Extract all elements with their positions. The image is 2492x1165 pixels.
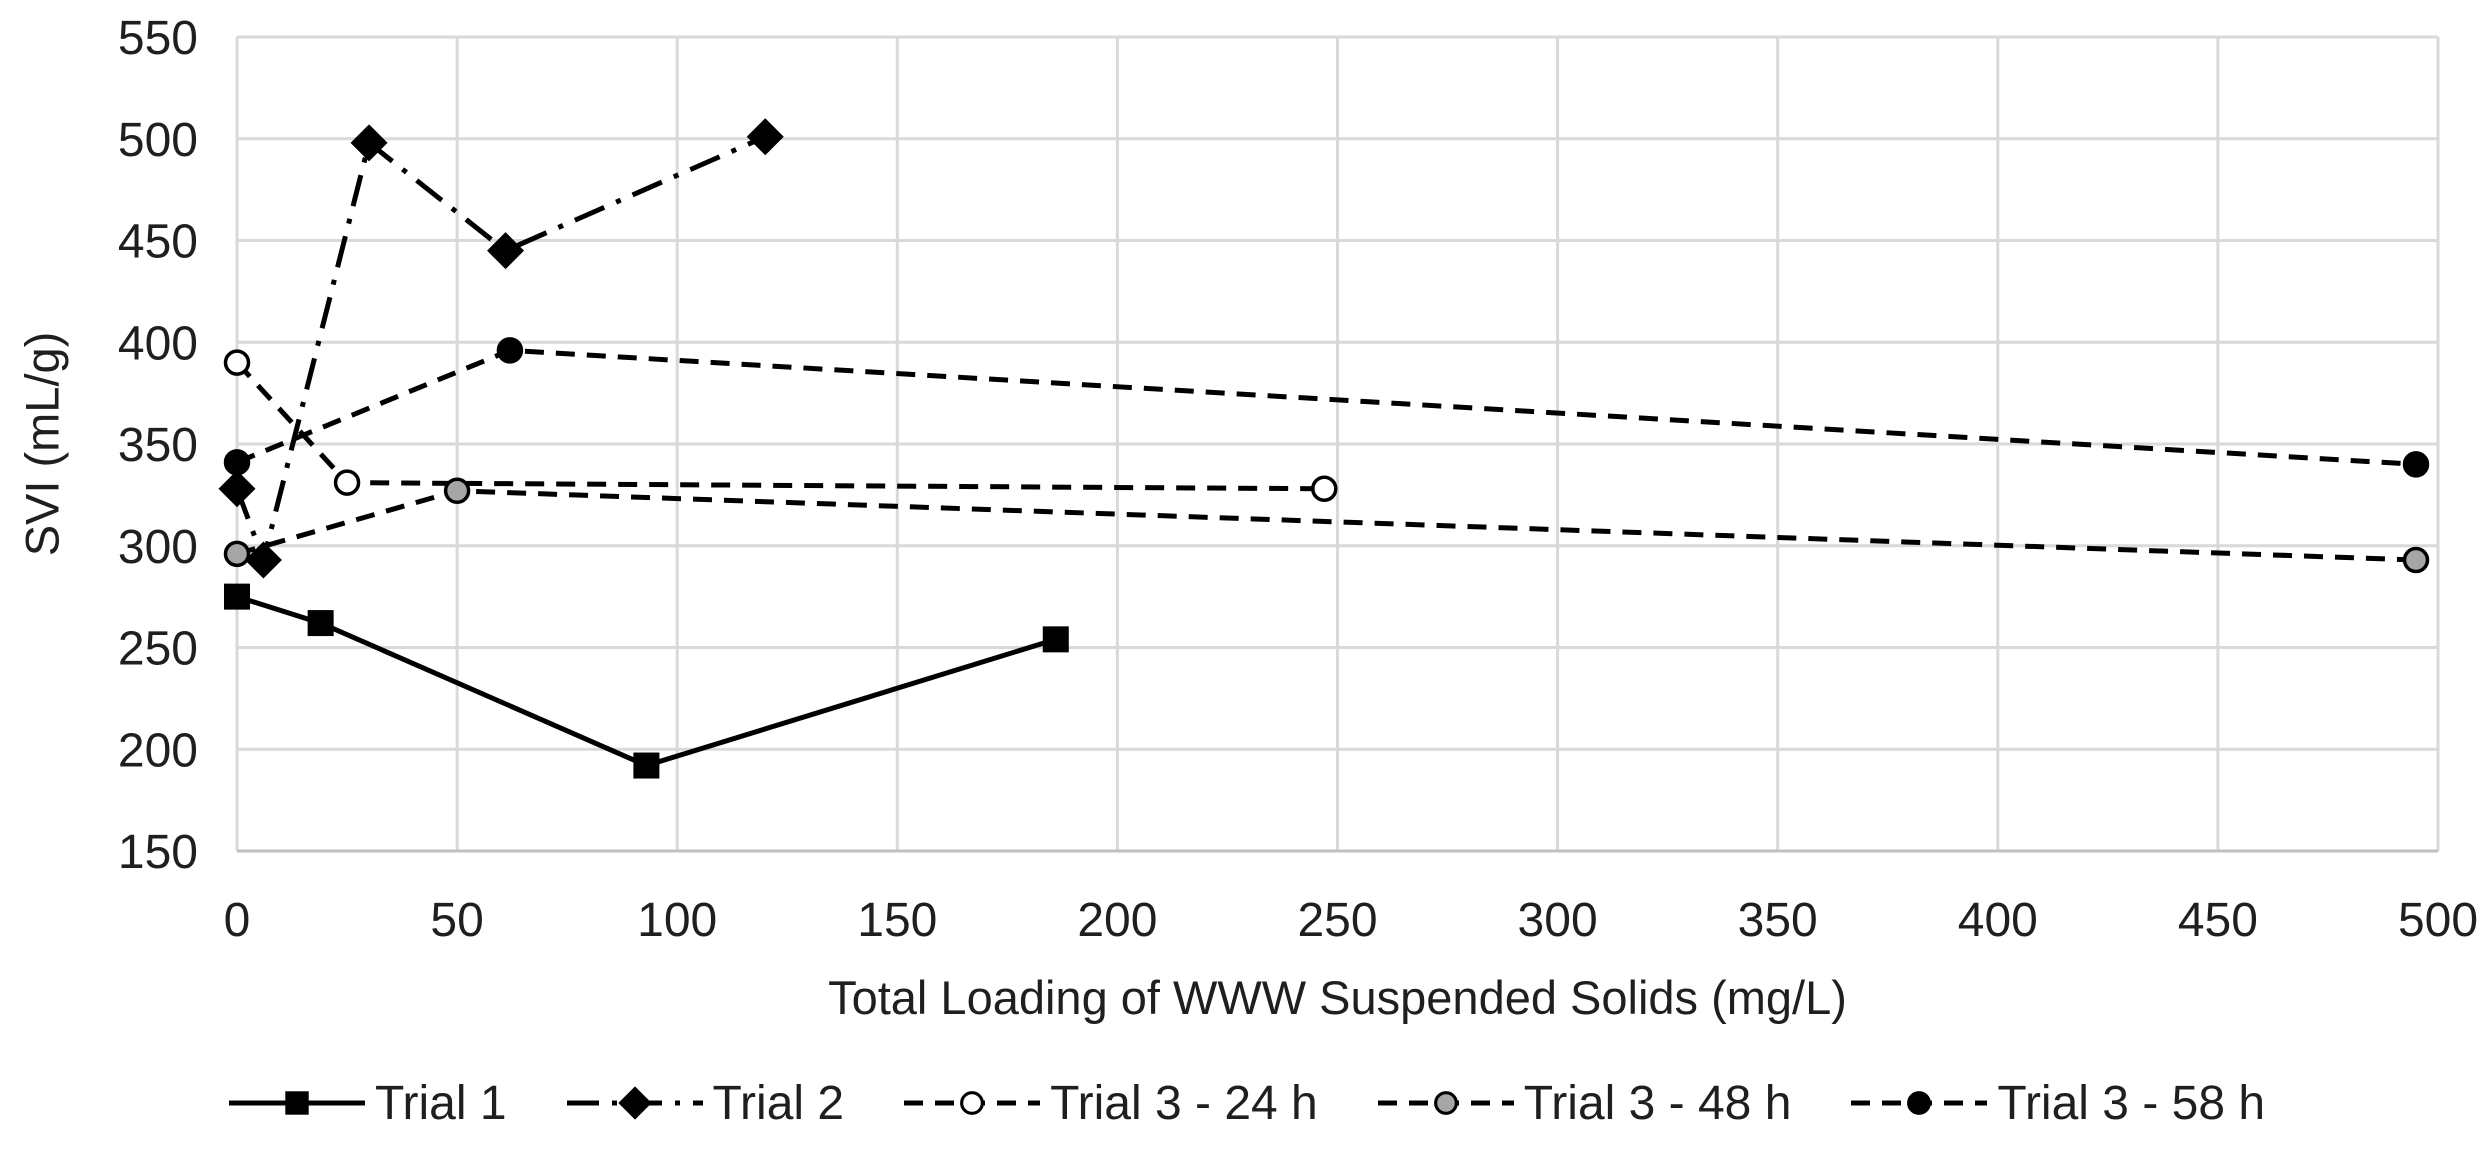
data-point-marker-square-filled bbox=[285, 1091, 309, 1115]
legend-key-circle-open bbox=[904, 1091, 1041, 1115]
data-point-marker-diamond-filled bbox=[350, 124, 388, 162]
x-tick-label: 50 bbox=[430, 894, 483, 947]
data-point-marker-circle-filled bbox=[2402, 451, 2430, 478]
data-point-marker-square-filled bbox=[1042, 626, 1069, 653]
data-point-marker-circle-gray bbox=[1433, 1091, 1458, 1115]
legend-label: Trial 3 - 24 h bbox=[1050, 1076, 1318, 1130]
y-tick-label: 500 bbox=[118, 114, 198, 167]
legend-key-circle-gray bbox=[1377, 1091, 1514, 1115]
legend-key-square-filled bbox=[228, 1091, 365, 1115]
x-tick-label: 300 bbox=[1518, 894, 1598, 947]
series-line-trial-3-58-h bbox=[236, 347, 2417, 467]
y-tick-label: 400 bbox=[118, 317, 198, 370]
data-point-marker-circle-open bbox=[960, 1091, 985, 1115]
data-point-marker-circle-open bbox=[333, 469, 361, 496]
plot-svg: 150 200 250 300 350 400 450 500 550 0 50 100 150 200 2… bbox=[118, 12, 2478, 947]
x-tick-label: 450 bbox=[2178, 894, 2258, 947]
legend-item-trial-2: Trial 2 bbox=[565, 1076, 845, 1131]
data-point-marker-diamond-filled bbox=[487, 232, 525, 270]
data-point-marker-circle-filled bbox=[496, 337, 524, 364]
x-tick-label: 250 bbox=[1297, 894, 1377, 947]
x-tick-label: 100 bbox=[637, 894, 717, 947]
legend-label: Trial 3 - 58 h bbox=[1997, 1076, 2266, 1130]
series-line-trial-3-24-h bbox=[235, 360, 1325, 492]
data-point-marker-circle-filled bbox=[1907, 1091, 1932, 1115]
data-point-marker-diamond-filled bbox=[617, 1086, 652, 1120]
x-tick-label: 150 bbox=[857, 894, 937, 947]
data-point-marker-square-filled bbox=[633, 752, 660, 779]
data-point-marker-circle-filled bbox=[223, 449, 251, 476]
y-tick-label: 150 bbox=[118, 826, 198, 879]
series-markers-trial-1 bbox=[224, 583, 1069, 779]
data-point-marker-diamond-filled bbox=[218, 470, 256, 508]
y-tick-label: 450 bbox=[118, 216, 198, 269]
y-axis-title: SVI (mL/g) bbox=[15, 331, 69, 557]
legend-key-circle-filled bbox=[1851, 1091, 1988, 1115]
data-point-marker-circle-open bbox=[1311, 475, 1338, 503]
x-tick-label: 200 bbox=[1077, 894, 1157, 947]
x-tick-label: 0 bbox=[224, 894, 251, 947]
legend-key-diamond-filled bbox=[566, 1086, 703, 1120]
y-tick-label: 200 bbox=[118, 724, 198, 777]
legend-label: Trial 1 bbox=[374, 1076, 507, 1130]
x-axis-title: Total Loading of WWW Suspended Solids (m… bbox=[828, 971, 1847, 1024]
data-point-marker-square-filled bbox=[224, 583, 250, 610]
data-point-marker-square-filled bbox=[307, 610, 334, 637]
data-point-marker-diamond-filled bbox=[244, 541, 282, 579]
data-point-marker-circle-gray bbox=[443, 477, 471, 505]
legend-item-trial-3-24-h: Trial 3 - 24 h bbox=[902, 1076, 1318, 1131]
legend: Trial 1 Trial 2 Trial 3 - 24 h Trial 3 - 48… bbox=[0, 1058, 2492, 1148]
legend-item-trial-1: Trial 1 bbox=[227, 1076, 507, 1131]
data-point-marker-circle-open bbox=[223, 349, 251, 376]
y-tick-label: 300 bbox=[118, 521, 198, 574]
y-tick-label: 250 bbox=[118, 623, 198, 676]
x-tick-label: 400 bbox=[1958, 894, 2038, 947]
series-markers-trial-3-58-h bbox=[223, 337, 2430, 478]
legend-item-trial-3-58-h: Trial 3 - 58 h bbox=[1849, 1076, 2265, 1131]
series-markers-trial-3-48-h bbox=[223, 477, 2430, 574]
data-point-marker-circle-gray bbox=[2402, 546, 2430, 574]
series-markers-trial-3-24-h bbox=[223, 349, 1338, 503]
data-point-marker-circle-gray bbox=[223, 540, 251, 568]
legend-label: Trial 3 - 48 h bbox=[1523, 1076, 1792, 1130]
series-line-trial-1 bbox=[236, 594, 1057, 769]
x-tick-label: 500 bbox=[2398, 894, 2478, 947]
y-tick-label: 350 bbox=[118, 419, 198, 472]
legend-item-trial-3-48-h: Trial 3 - 48 h bbox=[1376, 1076, 1792, 1131]
series-markers-trial-2 bbox=[218, 118, 784, 579]
data-point-marker-diamond-filled bbox=[746, 118, 784, 156]
y-tick-label: 550 bbox=[118, 12, 198, 65]
legend-label: Trial 2 bbox=[712, 1076, 845, 1130]
x-tick-label: 350 bbox=[1738, 894, 1818, 947]
